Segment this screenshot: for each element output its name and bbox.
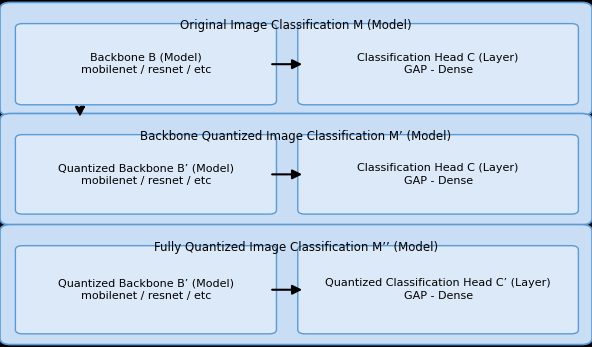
FancyBboxPatch shape (15, 246, 276, 334)
Text: mobilenet / resnet / etc: mobilenet / resnet / etc (81, 66, 211, 75)
Text: GAP - Dense: GAP - Dense (404, 291, 472, 301)
FancyBboxPatch shape (298, 135, 578, 214)
FancyBboxPatch shape (15, 24, 276, 105)
Text: Fully Quantized Image Classification M’’ (Model): Fully Quantized Image Classification M’’… (154, 241, 438, 254)
FancyBboxPatch shape (0, 2, 592, 116)
Text: Original Image Classification M (Model): Original Image Classification M (Model) (180, 19, 412, 32)
FancyBboxPatch shape (15, 135, 276, 214)
Text: Quantized Classification Head C’ (Layer): Quantized Classification Head C’ (Layer) (325, 279, 551, 288)
Text: Classification Head C (Layer): Classification Head C (Layer) (358, 163, 519, 173)
Text: Backbone B (Model): Backbone B (Model) (90, 53, 202, 63)
Text: Quantized Backbone B’ (Model): Quantized Backbone B’ (Model) (58, 163, 234, 173)
Text: mobilenet / resnet / etc: mobilenet / resnet / etc (81, 291, 211, 301)
FancyBboxPatch shape (298, 24, 578, 105)
FancyBboxPatch shape (0, 113, 592, 225)
Text: Classification Head C (Layer): Classification Head C (Layer) (358, 53, 519, 63)
Text: Quantized Backbone B’ (Model): Quantized Backbone B’ (Model) (58, 279, 234, 288)
Text: GAP - Dense: GAP - Dense (404, 66, 472, 75)
FancyBboxPatch shape (0, 225, 592, 345)
Text: mobilenet / resnet / etc: mobilenet / resnet / etc (81, 176, 211, 186)
Text: Backbone Quantized Image Classification M’ (Model): Backbone Quantized Image Classification … (140, 130, 452, 143)
Text: GAP - Dense: GAP - Dense (404, 176, 472, 186)
FancyBboxPatch shape (298, 246, 578, 334)
